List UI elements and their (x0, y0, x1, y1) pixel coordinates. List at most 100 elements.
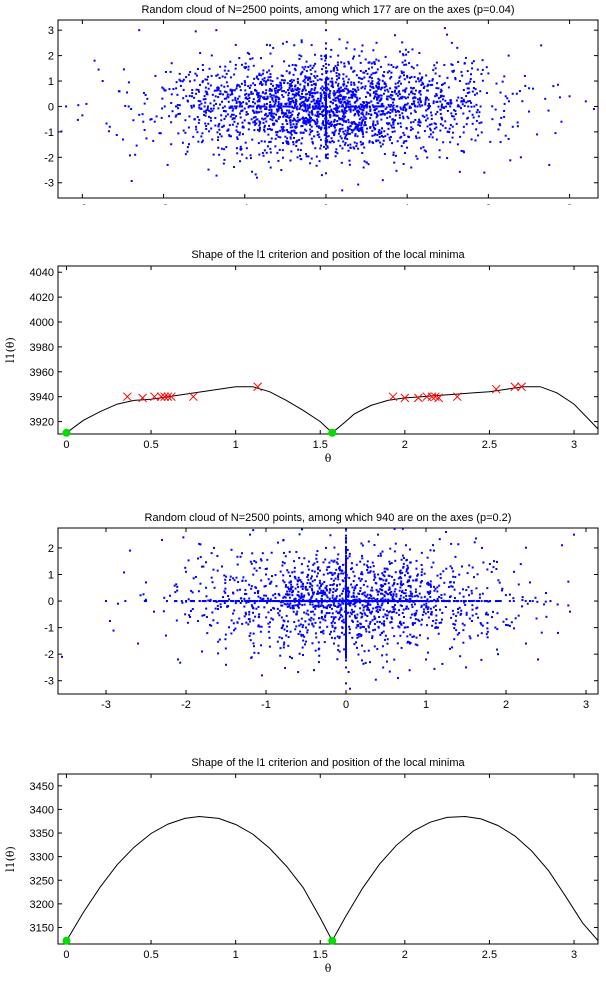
scatter-point (306, 100, 308, 102)
scatter-point (569, 611, 571, 613)
scatter-point (177, 113, 179, 115)
scatter-point (296, 100, 298, 102)
scatter-point (265, 80, 267, 82)
scatter-point (306, 61, 308, 63)
scatter-point (352, 88, 354, 90)
scatter-point (338, 88, 340, 90)
scatter-point (267, 128, 269, 130)
scatter-point (545, 616, 547, 618)
scatter-point (386, 610, 388, 612)
scatter-point (443, 64, 445, 66)
scatter-point (251, 585, 253, 587)
scatter-point (288, 588, 290, 590)
scatter-point (381, 135, 383, 137)
scatter-point (415, 589, 417, 591)
scatter-point (337, 649, 339, 651)
scatter-point (495, 568, 497, 570)
scatter-point (219, 639, 221, 641)
scatter-point (229, 107, 231, 109)
scatter-point (217, 107, 219, 109)
scatter-point (352, 621, 354, 623)
scatter-point (94, 60, 96, 62)
scatter-point (279, 107, 281, 109)
scatter-point (269, 583, 271, 585)
scatter-point (320, 98, 322, 100)
scatter-point (464, 604, 466, 606)
scatter-point (306, 118, 308, 120)
scatter-point (464, 624, 466, 626)
scatter-point (339, 128, 341, 130)
scatter-point (339, 583, 341, 585)
scatter-point (329, 92, 331, 94)
scatter-point (425, 98, 427, 100)
scatter-point (403, 600, 405, 602)
scatter-point (472, 615, 474, 617)
scatter-point (276, 108, 278, 110)
scatter-point (444, 593, 446, 595)
scatter-point (457, 61, 459, 63)
scatter-point (276, 77, 278, 79)
scatter-point (257, 129, 259, 131)
scatter-point (109, 126, 111, 128)
scatter-point (333, 100, 335, 102)
scatter-point (319, 621, 321, 623)
scatter-point (374, 645, 376, 647)
scatter-point (430, 133, 432, 135)
scatter-point (179, 73, 181, 75)
scatter-point (240, 556, 242, 558)
scatter-point (404, 152, 406, 154)
scatter-point (338, 117, 340, 119)
scatter-point (234, 579, 236, 581)
scatter-point (335, 569, 337, 571)
scatter-point (404, 104, 406, 106)
scatter-point (309, 129, 311, 131)
scatter-point (298, 577, 300, 579)
scatter-point (253, 645, 255, 647)
scatter-point (398, 85, 400, 87)
scatter-point (291, 88, 293, 90)
scatter-point (280, 105, 282, 107)
scatter-point (289, 551, 291, 553)
scatter-point (344, 137, 346, 139)
scatter-point (280, 85, 282, 87)
scatter-point (469, 110, 471, 112)
scatter-point (332, 84, 334, 86)
scatter-point (323, 146, 325, 148)
scatter-point (346, 41, 348, 43)
scatter-point (310, 101, 312, 103)
scatter-point (293, 44, 295, 46)
scatter-point (320, 139, 322, 141)
scatter-point (458, 574, 460, 576)
scatter-point (480, 73, 482, 75)
scatter-point (452, 623, 454, 625)
scatter-point (244, 89, 246, 91)
scatter-point (435, 622, 437, 624)
scatter-point (373, 61, 375, 63)
scatter-point (156, 115, 158, 117)
scatter-point (212, 619, 214, 621)
scatter-point (123, 571, 125, 573)
scatter-point (411, 593, 413, 595)
scatter-point (345, 585, 347, 587)
scatter-point (330, 56, 332, 58)
scatter-point (271, 129, 273, 131)
scatter-point (265, 113, 267, 115)
scatter-point (433, 606, 435, 608)
scatter-point (361, 78, 363, 80)
scatter-point (411, 614, 413, 616)
scatter-point (333, 547, 335, 549)
scatter-point (235, 44, 237, 46)
scatter-point (487, 636, 489, 638)
scatter-point (397, 601, 399, 603)
scatter-point (229, 124, 231, 126)
x-tick-label: -2 (181, 699, 191, 711)
scatter-point (360, 587, 362, 589)
scatter-point (313, 614, 315, 616)
scatter-point (347, 557, 349, 559)
scatter-point (343, 634, 345, 636)
scatter-point (387, 91, 389, 93)
scatter-point (300, 158, 302, 160)
scatter-point (265, 120, 267, 122)
scatter-point (406, 116, 408, 118)
scatter-point (406, 606, 408, 608)
